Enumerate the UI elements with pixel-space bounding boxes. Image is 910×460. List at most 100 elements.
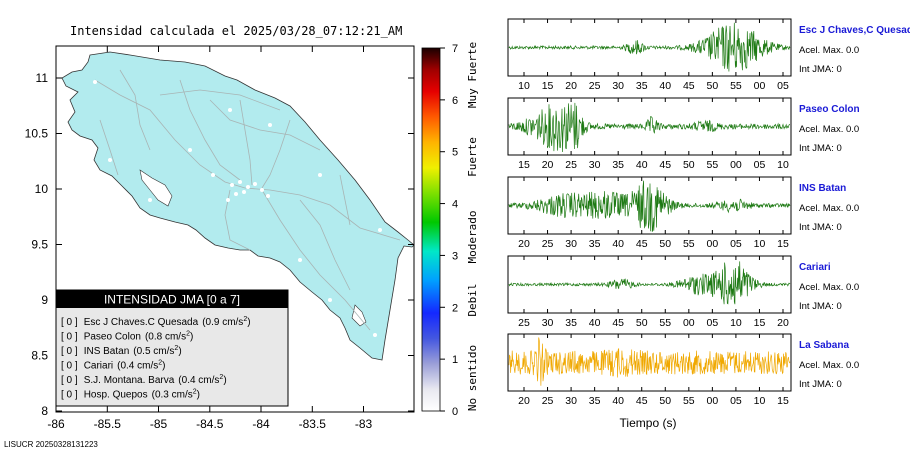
max-acceleration: Acel. Max. 0.0 xyxy=(799,45,859,56)
time-tick-label: 40 xyxy=(636,159,648,171)
legend-item-close: ) xyxy=(190,332,193,343)
legend-item-station: Cariari xyxy=(84,361,113,372)
road xyxy=(224,189,251,251)
time-tick-label: 50 xyxy=(659,395,671,407)
station-dot xyxy=(253,182,257,186)
time-tick-label: 25 xyxy=(565,159,577,171)
lon-tick-label: -83 xyxy=(355,417,373,431)
waveform-panel: 20 25 30 35 40 45 50 55 00 05 10 15 La Sabana Acel. M… xyxy=(507,333,859,407)
station-dot xyxy=(268,123,272,127)
colorbar-tick-label: 7 xyxy=(452,43,458,55)
colorbar-tick-label: 3 xyxy=(452,250,458,262)
time-tick-label: 30 xyxy=(589,159,601,171)
legend-item-level: [ 0 ] xyxy=(61,361,78,372)
road-network xyxy=(94,69,401,331)
time-tick-label: 30 xyxy=(565,395,577,407)
legend-item-station: Hosp. Quepos xyxy=(84,390,148,401)
colorbar-category-label: Debil xyxy=(466,283,479,316)
lat-tick-label: 10 xyxy=(35,182,49,196)
time-tick-label: 15 xyxy=(542,80,554,92)
time-tick-label: 40 xyxy=(589,317,601,329)
station-dot xyxy=(228,108,232,112)
colorbar-tick-label: 6 xyxy=(452,95,458,107)
x-axis-label: Tiempo (s) xyxy=(620,416,677,430)
legend-header: INTENSIDAD JMA [0 a 7] xyxy=(104,293,240,307)
jma-intensity: Int JMA: 0 xyxy=(799,64,842,75)
lat-tick-label: 9 xyxy=(41,293,48,307)
colorbar-tick-label: 1 xyxy=(452,354,458,366)
road xyxy=(339,174,351,226)
time-tick-label: 35 xyxy=(636,80,648,92)
time-ticks: 15 20 25 30 35 40 45 50 55 00 05 10 xyxy=(518,98,789,171)
legend-items: [ 0 ] Esc J Chaves.C Quesada (0.9 cm/s2)[ … xyxy=(61,316,251,401)
legend-item-exponent: 2 xyxy=(174,345,178,352)
legend-item-close: ) xyxy=(178,346,181,357)
station-name: Cariari xyxy=(799,262,831,273)
jma-intensity: Int JMA: 0 xyxy=(799,379,842,390)
station-dot xyxy=(246,185,250,189)
legend-item-exponent: 2 xyxy=(219,374,223,381)
time-tick-label: 00 xyxy=(683,317,695,329)
time-tick-label: 20 xyxy=(777,317,789,329)
station-dot xyxy=(260,188,264,192)
legend-item-level: [ 0 ] xyxy=(61,332,78,343)
time-tick-label: 25 xyxy=(542,395,554,407)
road xyxy=(209,99,321,151)
time-tick-label: 15 xyxy=(777,395,789,407)
station-name: Esc J Chaves,C Quesada xyxy=(799,25,910,36)
colorbar-ticks: 0 1 2 3 4 5 6 7 xyxy=(440,43,458,418)
time-tick-label: 10 xyxy=(730,317,742,329)
legend-item: [ 0 ] Hosp. Quepos (0.3 cm/s2) xyxy=(61,389,200,401)
latitude-ticks: 11 10.5 10 9.5 9 8.5 8 xyxy=(25,71,414,418)
road xyxy=(99,119,119,176)
time-tick-label: 30 xyxy=(565,238,577,250)
colorbar-category-label: Muy Fuerte xyxy=(466,42,479,108)
time-tick-label: 30 xyxy=(542,317,554,329)
waveform-panel: 10 15 20 25 30 35 40 45 50 55 00 05 Esc J Chaves,C Q… xyxy=(507,18,910,92)
time-tick-label: 40 xyxy=(612,238,624,250)
time-tick-label: 50 xyxy=(659,238,671,250)
lat-tick-label: 10.5 xyxy=(25,127,49,141)
time-tick-label: 10 xyxy=(777,159,789,171)
station-dot xyxy=(266,194,270,198)
costa-rica-land xyxy=(61,51,414,361)
colorbar-category-label: Moderado xyxy=(466,211,479,264)
time-tick-label: 50 xyxy=(707,80,719,92)
legend-item-close: ) xyxy=(162,361,165,372)
time-tick-label: 50 xyxy=(636,317,648,329)
waveform-trace xyxy=(508,261,791,305)
road xyxy=(261,189,371,331)
station-dot xyxy=(298,258,302,262)
legend-item-level: [ 0 ] xyxy=(61,317,78,328)
road xyxy=(261,119,291,189)
lon-tick-label: -85.5 xyxy=(94,417,122,431)
legend-item-exponent: 2 xyxy=(193,389,197,396)
station-dot xyxy=(188,148,192,152)
road xyxy=(159,89,281,111)
time-ticks: 25 30 35 40 45 50 55 00 05 10 15 20 xyxy=(518,256,789,329)
waveform-panels: 10 15 20 25 30 35 40 45 50 55 00 05 Esc J Chaves,C Q… xyxy=(507,18,910,407)
time-tick-label: 20 xyxy=(518,395,530,407)
waveform-trace xyxy=(508,337,791,386)
legend-item-exponent: 2 xyxy=(186,331,190,338)
legend-item: [ 0 ] S.J. Montana. Barva (0.4 cm/s2) xyxy=(61,374,227,386)
station-dot xyxy=(211,173,215,177)
time-tick-label: 45 xyxy=(636,395,648,407)
time-tick-label: 35 xyxy=(612,159,624,171)
colorbar-gradient xyxy=(421,47,441,412)
legend-item-station: Paseo Colon xyxy=(84,332,141,343)
time-tick-label: 00 xyxy=(707,238,719,250)
legend-item-value: (0.5 cm/s xyxy=(133,346,174,357)
colorbar-category-label: Fuerte xyxy=(466,137,479,177)
legend-box xyxy=(55,289,289,407)
max-acceleration: Acel. Max. 0.0 xyxy=(799,124,859,135)
station-dot xyxy=(226,198,230,202)
lon-tick-label: -83.5 xyxy=(299,417,327,431)
station-dot xyxy=(230,183,234,187)
time-tick-label: 20 xyxy=(518,238,530,250)
legend-item-station: Esc J Chaves.C Quesada xyxy=(84,317,199,328)
time-tick-label: 15 xyxy=(518,159,530,171)
road xyxy=(239,99,253,186)
waveform-trace xyxy=(508,180,791,232)
